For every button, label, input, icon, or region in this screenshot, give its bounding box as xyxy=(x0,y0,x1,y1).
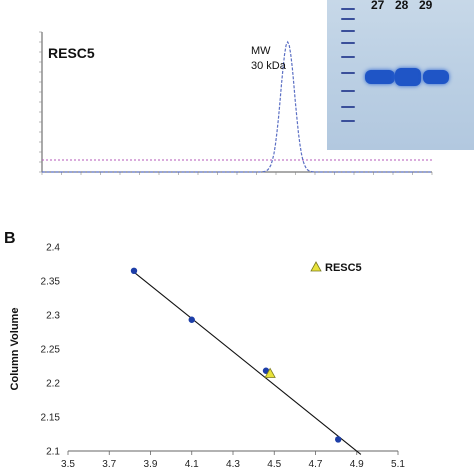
chromatogram-trace xyxy=(42,40,432,173)
ladder-band xyxy=(341,56,355,58)
peak-label-mw: MW xyxy=(251,45,271,57)
y-tick-label: 2.2 xyxy=(46,379,60,390)
x-tick-label: 3.7 xyxy=(102,459,116,470)
gel-band-lane-27 xyxy=(365,70,395,84)
ladder-band xyxy=(341,8,355,10)
ladder-band xyxy=(341,72,355,74)
sds-page-gel-image: 27 28 29 xyxy=(327,0,474,150)
chromatogram-panel: RESC5 MW 30 kDa 27 28 29 xyxy=(0,0,474,200)
x-tick-label: 4.1 xyxy=(185,459,199,470)
x-tick-label: 3.9 xyxy=(144,459,158,470)
gel-band-lane-29 xyxy=(423,70,449,84)
x-tick-label: 4.3 xyxy=(226,459,240,470)
legend-triangle-marker xyxy=(310,261,322,272)
calibration-plot: B 3.5 3.7 3.9 4.1 4.3 4.5 4.7 4.9 5.1 2.1 2.15 2.2… xyxy=(4,230,405,470)
gel-lane-label-28: 28 xyxy=(395,0,409,12)
y-tick-label: 2.1 xyxy=(46,447,60,458)
y-tick-label: 2.15 xyxy=(41,413,61,424)
y-tick-label: 2.25 xyxy=(41,345,61,356)
y-tick-label: 2.3 xyxy=(46,311,60,322)
x-tick-label: 4.7 xyxy=(309,459,323,470)
legend-label: RESC5 xyxy=(325,262,362,274)
gel-lane-label-29: 29 xyxy=(419,0,433,12)
ladder-band xyxy=(341,18,355,20)
ladder-band xyxy=(341,120,355,122)
ladder-band xyxy=(341,106,355,108)
legend: RESC5 xyxy=(310,261,362,274)
ladder-band xyxy=(341,30,355,32)
ladder-band xyxy=(341,90,355,92)
trendline xyxy=(133,271,362,455)
y-axis-label: Column Volume xyxy=(9,308,21,391)
x-tick-label: 5.1 xyxy=(391,459,405,470)
x-tick-label: 4.9 xyxy=(350,459,364,470)
ladder-band xyxy=(341,42,355,44)
resc5-data-point xyxy=(264,367,276,378)
protein-label: RESC5 xyxy=(48,45,95,61)
x-tick-label: 4.5 xyxy=(267,459,281,470)
peak-label-kda: 30 kDa xyxy=(251,60,287,72)
x-tick-label: 3.5 xyxy=(61,459,75,470)
gel-band-lane-28 xyxy=(395,68,421,86)
y-tick-label: 2.4 xyxy=(46,243,60,254)
calibration-panel: B 3.5 3.7 3.9 4.1 4.3 4.5 4.7 4.9 5.1 2.1 2.15 2.2… xyxy=(0,225,474,474)
standard-data-point xyxy=(188,316,195,323)
standard-data-point xyxy=(130,267,138,274)
chromatogram-plot: RESC5 MW 30 kDa xyxy=(39,31,433,175)
y-tick-label: 2.35 xyxy=(41,277,61,288)
gel-lane-label-27: 27 xyxy=(371,0,385,12)
panel-letter: B xyxy=(4,230,16,247)
standard-data-point xyxy=(334,436,342,443)
